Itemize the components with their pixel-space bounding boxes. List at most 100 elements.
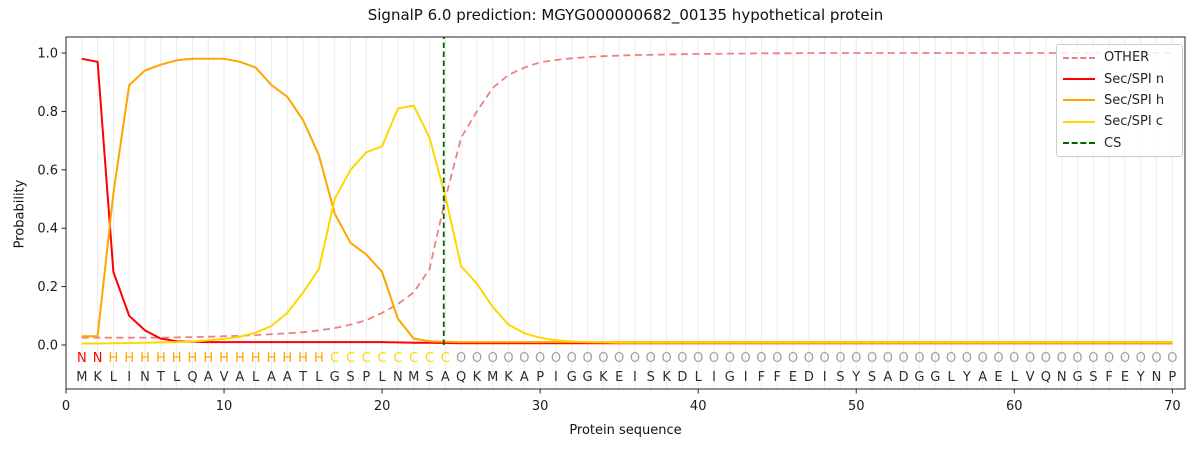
legend-line-sample [1063, 142, 1095, 145]
sequence-letter: S [346, 370, 354, 385]
chart-title: SignalP 6.0 prediction: MGYG000000682_00… [367, 6, 884, 24]
residue-region-label: O [456, 351, 466, 366]
sequence-letter: Y [1136, 370, 1145, 385]
residue-region-label: C [425, 351, 434, 366]
sequence-letter: D [677, 370, 687, 385]
sequence-letter: L [947, 370, 955, 385]
y-tick-label: 1.0 [37, 47, 58, 62]
sequence-letter: V [220, 370, 229, 385]
residue-region-label: O [598, 351, 608, 366]
residue-region-label: C [393, 351, 402, 366]
y-tick-label: 0.2 [37, 280, 58, 295]
residue-region-label: O [740, 351, 750, 366]
residue-region-label: O [1009, 351, 1019, 366]
sequence-letter: I [633, 370, 637, 385]
residue-region-label: O [946, 351, 956, 366]
sequence-letter: D [899, 370, 909, 385]
sequence-letter: I [712, 370, 716, 385]
x-tick-label: 50 [848, 399, 865, 414]
sequence-letter: M [487, 370, 498, 385]
residue-region-label: H [124, 351, 134, 366]
residue-region-label: O [978, 351, 988, 366]
sequence-letter: L [110, 370, 118, 385]
sequence-letter: A [520, 370, 529, 385]
residue-region-label: H [314, 351, 324, 366]
residue-region-label: O [1136, 351, 1146, 366]
x-axis-label: Protein sequence [569, 423, 682, 438]
y-tick-label: 0.4 [37, 222, 58, 237]
sequence-letter: Q [187, 370, 197, 385]
sequence-letter: S [647, 370, 655, 385]
sequence-letter: A [267, 370, 276, 385]
curves [81, 52, 1173, 345]
residue-region-label: C [441, 351, 450, 366]
residue-region-label: O [883, 351, 893, 366]
sequence-letter: A [441, 370, 450, 385]
sequence-letter: N [1152, 370, 1162, 385]
residue-region-label: O [1088, 351, 1098, 366]
sequence-letter: L [1011, 370, 1019, 385]
sequence-letter: P [362, 370, 370, 385]
sequence-letter: I [554, 370, 558, 385]
sequence-letter: D [804, 370, 814, 385]
residue-region-label: H [156, 351, 166, 366]
sequence-letter: N [140, 370, 150, 385]
residue-region-label: O [1025, 351, 1035, 366]
sequence-letter: G [1072, 370, 1082, 385]
sequence-letter: L [315, 370, 323, 385]
legend-item-sec-spi-n: Sec/SPI n [1063, 72, 1176, 87]
residue-region-label: N [93, 351, 103, 366]
residue-region-label: O [804, 351, 814, 366]
x-tick-label: 0 [62, 399, 70, 414]
residue-region-label: O [709, 351, 719, 366]
sequence-letter: L [173, 370, 181, 385]
residue-region-label: O [472, 351, 482, 366]
sequence-letter: E [994, 370, 1002, 385]
x-tick-label: 70 [1164, 399, 1181, 414]
sequence-letter: E [1121, 370, 1129, 385]
sequence-letter: S [425, 370, 433, 385]
curve-sec-spi-h [81, 57, 1173, 344]
sequence-letter: E [615, 370, 623, 385]
y-tick-label: 0.0 [37, 339, 58, 354]
residue-region-label: C [362, 351, 371, 366]
sequence-letter: N [393, 370, 403, 385]
residue-region-label: H [203, 351, 213, 366]
residue-region-label: H [267, 351, 277, 366]
curve-other [81, 52, 1173, 339]
legend-line-sample [1063, 56, 1095, 59]
legend-line-sample [1063, 78, 1095, 81]
legend-label: OTHER [1104, 50, 1150, 66]
y-axis-label: Probability [12, 179, 28, 249]
residue-region-label: O [756, 351, 766, 366]
residue-region-label: H [188, 351, 198, 366]
residue-region-label: O [693, 351, 703, 366]
sequence-letter: G [330, 370, 340, 385]
sequence-letter: A [204, 370, 213, 385]
sequence-letter: F [758, 370, 765, 385]
sequence-letter: V [1026, 370, 1035, 385]
residue-region-label: O [567, 351, 577, 366]
sequence-letter: S [868, 370, 876, 385]
sequence-letter: F [773, 370, 780, 385]
legend-line-sample [1063, 120, 1095, 123]
residue-region-label: O [614, 351, 624, 366]
sequence-letter: M [408, 370, 419, 385]
sequence-letter: L [252, 370, 260, 385]
legend: OTHER Sec/SPI n Sec/SPI h Sec/SPI c CS [1056, 44, 1183, 157]
residue-region-label: O [820, 351, 830, 366]
residue-region-label: H [282, 351, 292, 366]
legend-label: CS [1104, 135, 1122, 151]
sequence-letter: P [536, 370, 544, 385]
sequence-letter: G [914, 370, 924, 385]
plot-border [65, 36, 1186, 390]
residue-region-label: O [772, 351, 782, 366]
sequence-letter: T [298, 370, 307, 385]
sequence-letter: K [504, 370, 513, 385]
sequence-letter: A [283, 370, 292, 385]
sequence-letter: K [662, 370, 671, 385]
residue-region-label: O [993, 351, 1003, 366]
residue-region-label: H [235, 351, 245, 366]
sequence-letter: S [1089, 370, 1097, 385]
